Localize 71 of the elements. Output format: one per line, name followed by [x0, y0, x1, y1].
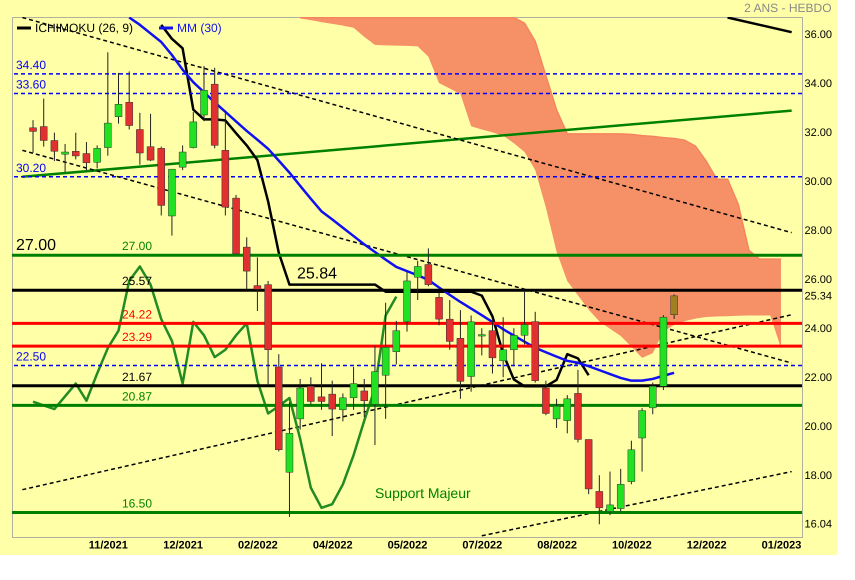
x-tick-label: 10/2022: [612, 540, 652, 552]
y-tick-label: 18.00: [804, 470, 832, 482]
candlestick: [510, 328, 518, 367]
y-tick-label: 16.04: [804, 518, 832, 530]
candlestick: [392, 320, 400, 365]
candlestick: [520, 291, 528, 345]
y-tick-label: 34.00: [804, 78, 832, 90]
y-tick-label: 36.00: [804, 29, 832, 42]
candlestick: [318, 362, 326, 410]
ref-line-label: 23.29: [122, 330, 152, 344]
y-tick-label: 32.00: [804, 127, 832, 140]
candlestick: [424, 248, 432, 287]
ref-line-label: 16.50: [122, 496, 152, 510]
x-tick-label: 02/2022: [238, 540, 278, 552]
ref-line-label: 24.22: [122, 307, 152, 322]
y-tick-label: 30.00: [804, 176, 832, 188]
candlestick: [435, 292, 443, 326]
candlestick: [72, 132, 80, 160]
candlestick: [606, 471, 614, 516]
x-tick-label: 11/2021: [88, 540, 128, 552]
candlestick: [178, 144, 186, 171]
candlestick: [350, 366, 358, 410]
legend-label: MM (30): [177, 21, 222, 35]
candlestick: [596, 474, 604, 525]
candlestick: [649, 382, 657, 415]
candlestick: [564, 394, 572, 434]
candlestick: [414, 260, 422, 301]
candlestick: [125, 70, 133, 130]
ref-line-label: 27.00: [122, 239, 152, 254]
y-tick-label: 20.00: [804, 421, 832, 434]
candlestick: [146, 113, 154, 162]
candlestick: [61, 143, 69, 173]
candlestick: [307, 376, 315, 405]
x-tick-label: 08/2022: [537, 540, 577, 552]
candlestick: [50, 132, 58, 162]
candlestick: [339, 392, 347, 422]
candlestick: [254, 256, 262, 312]
candlestick: [499, 316, 507, 378]
candlestick: [29, 120, 37, 154]
x-tick-label: 01/2023: [762, 540, 802, 552]
annotation: 25.84: [297, 266, 338, 283]
x-tick-label: 12/2022: [686, 540, 727, 552]
y-tick-label: 26.00: [804, 274, 832, 286]
x-tick-label: 04/2022: [312, 540, 353, 552]
ref-line-label: 21.67: [122, 370, 152, 384]
x-tick-label: 05/2022: [388, 540, 428, 552]
candlestick: [114, 72, 122, 124]
y-tick-label: 25.34: [804, 290, 832, 302]
ref-line-label: 22.50: [16, 349, 46, 364]
candlestick: [552, 398, 560, 428]
x-tick-label: 12/2021: [163, 540, 203, 552]
candlestick: [478, 328, 486, 356]
candlestick: [136, 112, 144, 166]
annotation: Support Majeur: [374, 485, 471, 501]
candlestick: [446, 300, 454, 350]
x-tick-label: 07/2022: [462, 540, 502, 552]
ref-line-label: 34.40: [16, 58, 46, 72]
y-tick-label: 28.00: [804, 225, 832, 238]
y-tick-label: 22.00: [804, 372, 832, 384]
candlestick: [670, 294, 678, 320]
candlestick: [82, 141, 90, 171]
candlestick: [93, 144, 101, 169]
ref-line-label: 20.87: [122, 389, 152, 404]
candlestick: [328, 380, 336, 437]
y-tick-label: 24.00: [804, 323, 832, 336]
ref-line-label: 30.20: [16, 160, 46, 175]
candlestick: [360, 378, 368, 418]
chart-subtitle: 2 ANS - HEBDO: [744, 1, 832, 15]
ref-line-label: 33.60: [16, 77, 46, 92]
candlestick: [40, 98, 48, 148]
annotation: 27.00: [16, 237, 56, 254]
